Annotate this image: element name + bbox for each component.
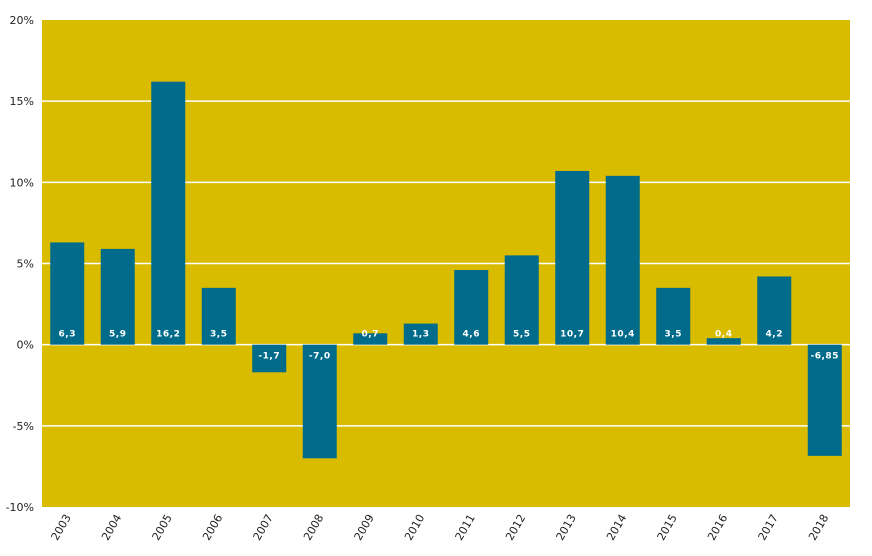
- bar: [100, 248, 135, 345]
- data-label: 5,9: [109, 330, 126, 340]
- x-tick-label: 2013: [554, 512, 579, 543]
- x-tick-label: 2005: [150, 512, 175, 543]
- data-label: 16,2: [156, 330, 180, 340]
- x-tick-label: 2010: [402, 512, 427, 543]
- y-tick-label: -10%: [6, 501, 34, 514]
- bar: [656, 287, 691, 345]
- y-tick-label: 15%: [10, 95, 34, 108]
- bar: [403, 323, 438, 345]
- data-label: 6,3: [59, 330, 76, 340]
- y-axis: 20% 15% 10% 5% 0% -5% -10%: [6, 14, 34, 514]
- data-label: 3,5: [665, 330, 682, 340]
- x-tick-label: 2004: [99, 512, 124, 543]
- data-label: 1,3: [412, 330, 429, 340]
- bar: [706, 338, 741, 345]
- data-label: 10,7: [560, 330, 584, 340]
- x-tick-label: 2014: [604, 512, 629, 543]
- data-label: -6,85: [811, 352, 839, 362]
- x-tick-label: 2008: [301, 512, 326, 543]
- bar: [454, 269, 489, 345]
- x-tick-label: 2011: [453, 512, 478, 543]
- x-tick-label: 2006: [200, 512, 225, 543]
- x-tick-label: 2017: [756, 512, 781, 543]
- y-tick-label: 0%: [17, 339, 34, 352]
- data-label: 0,4: [715, 330, 732, 340]
- x-tick-label: 2012: [503, 512, 528, 543]
- bar: [504, 255, 539, 345]
- x-tick-label: 2003: [49, 512, 74, 543]
- bar: [807, 344, 842, 456]
- x-tick-label: 2016: [705, 512, 730, 543]
- y-tick-label: -5%: [13, 420, 34, 433]
- bar: [555, 170, 590, 345]
- y-tick-label: 10%: [10, 176, 34, 189]
- x-tick-label: 2009: [352, 512, 377, 543]
- data-label: -1,7: [258, 352, 280, 362]
- bar: [757, 276, 792, 345]
- bar: [151, 81, 186, 345]
- bar: [605, 175, 640, 345]
- bar: [50, 242, 85, 345]
- y-tick-label: 20%: [10, 14, 34, 27]
- data-label: 10,4: [611, 330, 635, 340]
- x-tick-label: 2015: [655, 512, 680, 543]
- bar: [201, 287, 236, 345]
- data-label: 3,5: [210, 330, 227, 340]
- x-axis: 2003 2004 2005 2006 2007 2008 2009 2010 2011 2012…: [49, 512, 832, 543]
- x-tick-label: 2007: [251, 512, 276, 543]
- y-tick-label: 5%: [17, 258, 34, 271]
- data-label: 4,2: [766, 330, 783, 340]
- bar: [353, 333, 388, 345]
- bars: [50, 81, 842, 459]
- bar: [252, 344, 287, 373]
- data-label: 4,6: [463, 330, 480, 340]
- data-label: 0,7: [362, 330, 379, 340]
- bar: [302, 344, 337, 459]
- data-labels: 6,3 5,9 16,2 3,5 -1,7 -7,0 0,7 1,3 4,6 5,5 10,7 10,…: [59, 330, 839, 362]
- data-label: -7,0: [309, 352, 331, 362]
- x-tick-label: 2018: [806, 512, 831, 543]
- data-label: 5,5: [513, 330, 530, 340]
